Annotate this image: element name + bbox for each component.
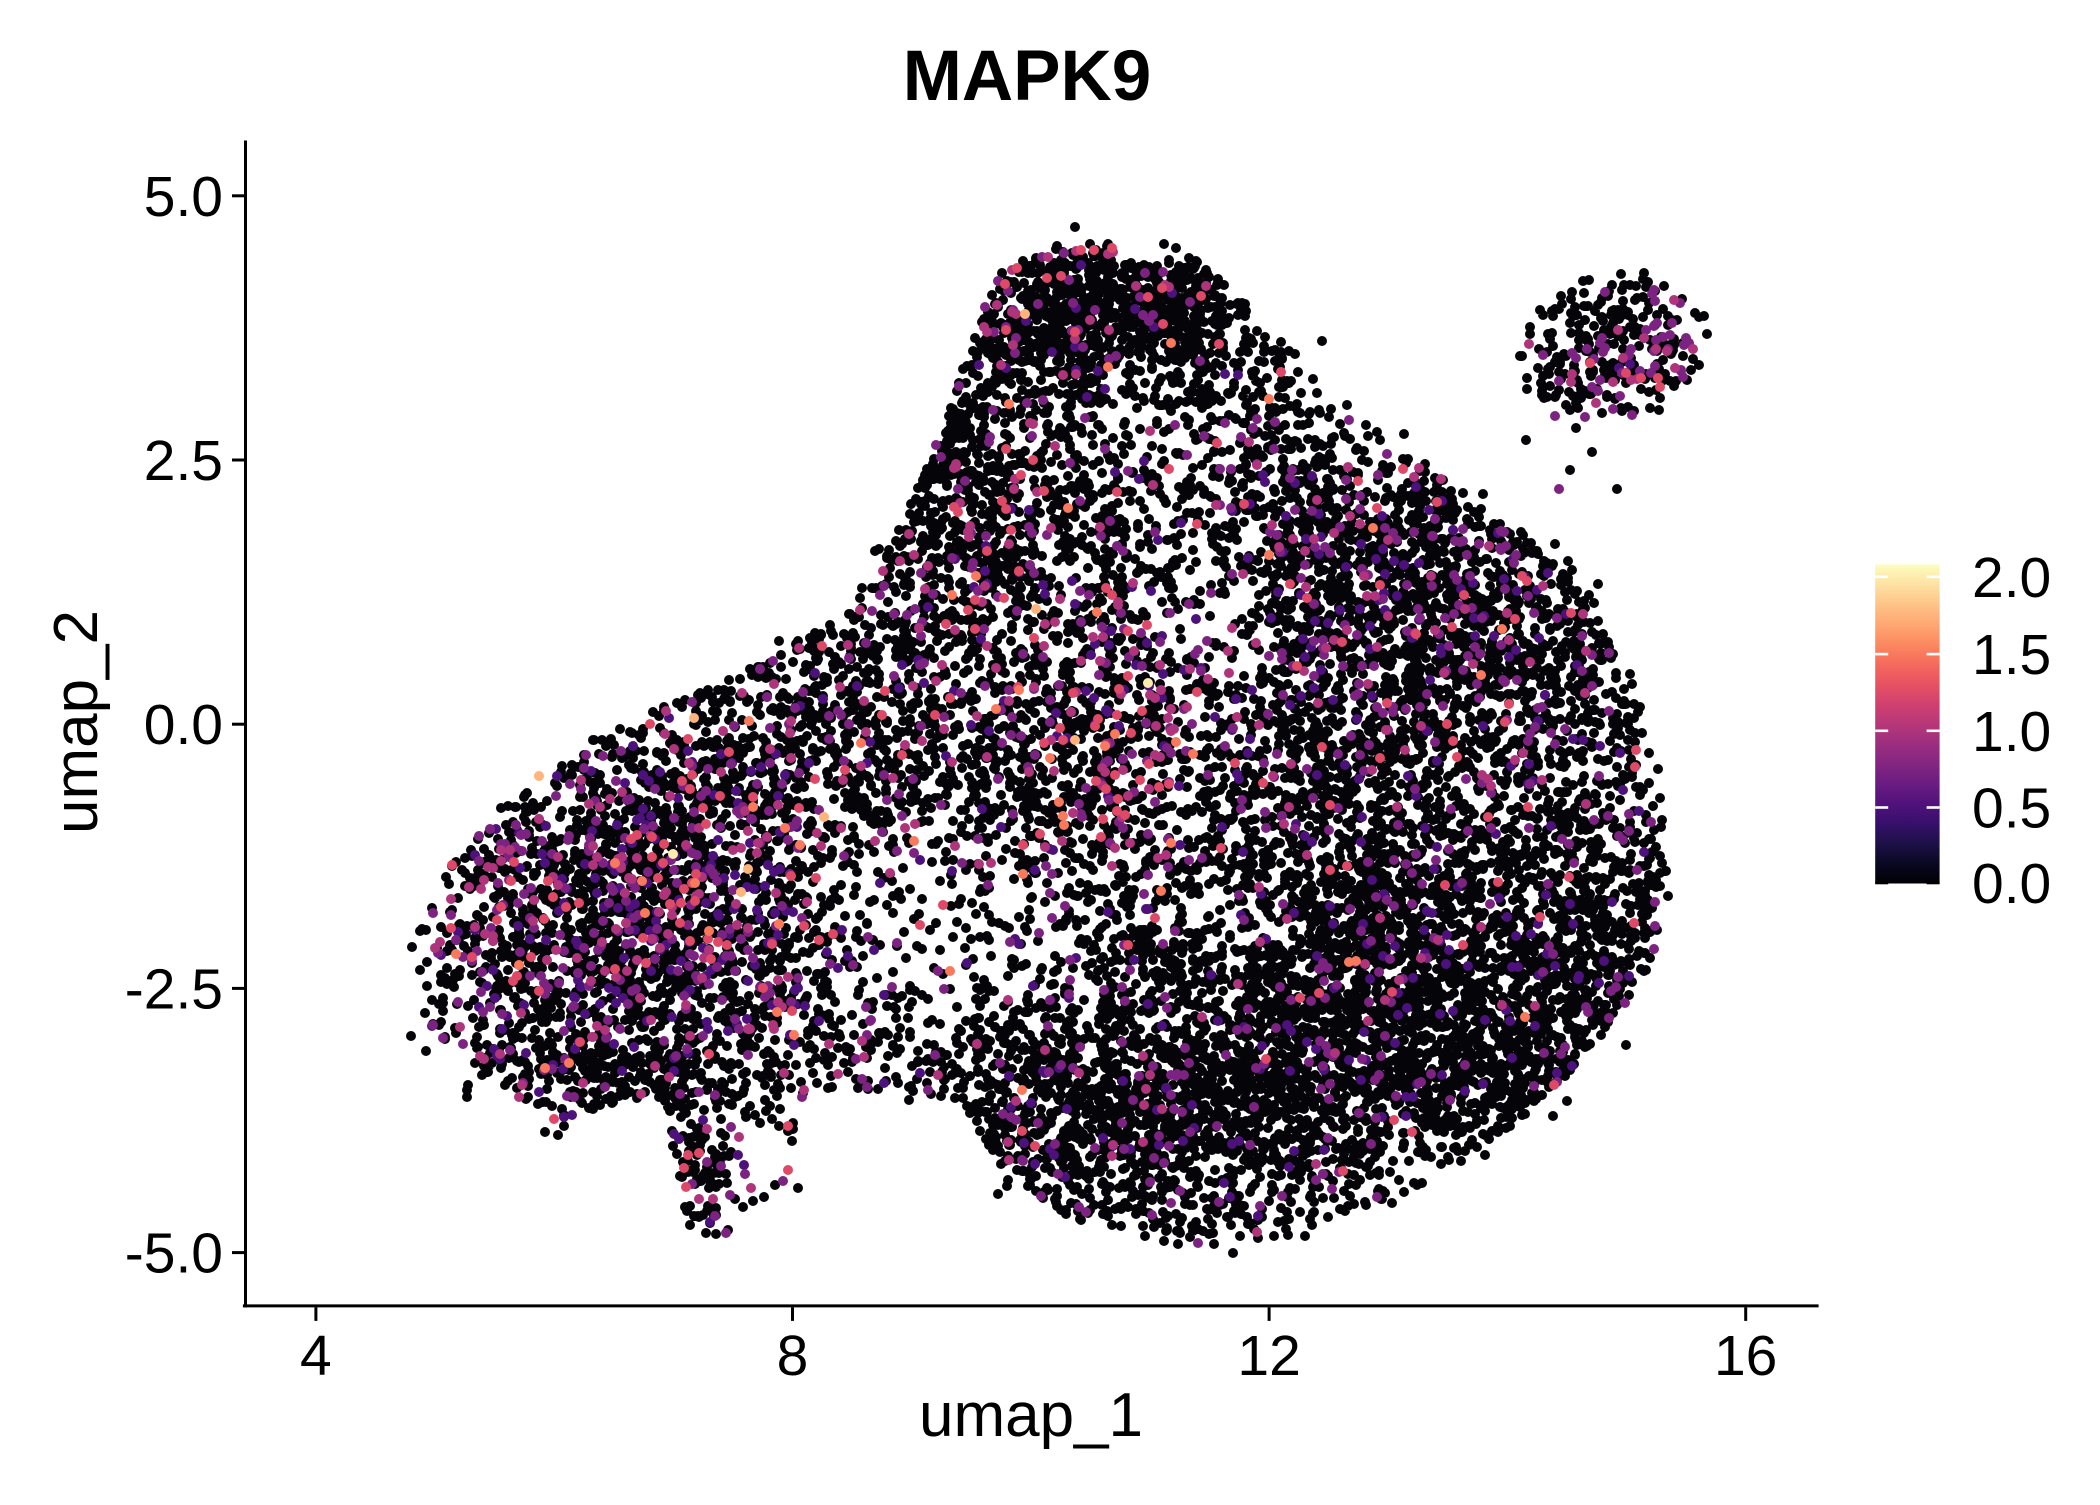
svg-text:2.0: 2.0 [1972, 546, 2051, 610]
svg-text:1.5: 1.5 [1972, 623, 2051, 687]
svg-text:4: 4 [300, 1324, 332, 1388]
svg-text:16: 16 [1714, 1324, 1777, 1388]
svg-text:umap_2: umap_2 [42, 610, 111, 834]
svg-text:1.0: 1.0 [1972, 700, 2051, 764]
svg-text:0.0: 0.0 [1972, 852, 2051, 916]
svg-text:0.5: 0.5 [1972, 777, 2051, 841]
svg-text:0.0: 0.0 [144, 693, 223, 757]
svg-text:12: 12 [1237, 1324, 1300, 1388]
svg-text:umap_1: umap_1 [919, 1381, 1143, 1450]
svg-text:MAPK9: MAPK9 [903, 37, 1152, 116]
svg-text:5.0: 5.0 [144, 165, 223, 229]
svg-text:-5.0: -5.0 [125, 1222, 223, 1286]
svg-text:-2.5: -2.5 [125, 957, 223, 1021]
svg-text:2.5: 2.5 [144, 429, 223, 493]
svg-text:8: 8 [777, 1324, 809, 1388]
